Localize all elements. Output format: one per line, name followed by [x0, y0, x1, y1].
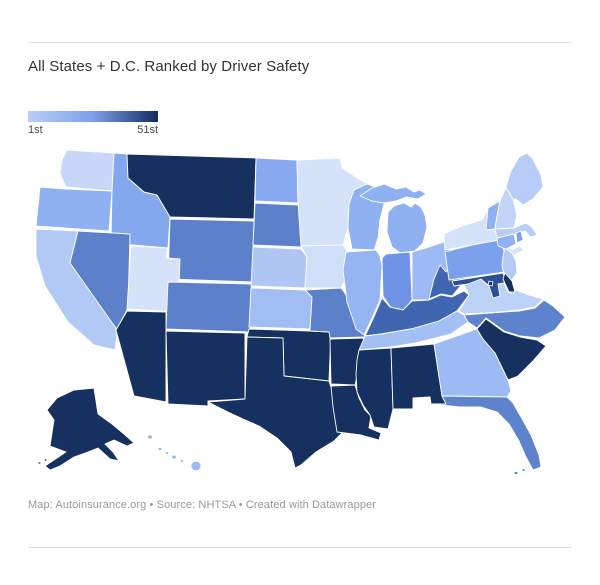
footer-map-credit-link[interactable]: Autoinsurance.org: [55, 499, 147, 511]
chart-title: All States + D.C. Ranked by Driver Safet…: [28, 58, 310, 75]
footer-created-separator: •: [235, 499, 246, 511]
state-dc[interactable]: [487, 280, 494, 287]
legend-min-label: 1st: [28, 124, 43, 136]
legend-max-label: 51st: [137, 124, 158, 136]
state-ia[interactable]: [300, 244, 350, 289]
state-sc[interactable]: [476, 318, 547, 381]
state-in[interactable]: [381, 251, 413, 311]
map-legend: 1st 51st: [28, 111, 158, 136]
state-nd[interactable]: [254, 157, 299, 204]
state-tn[interactable]: [358, 310, 469, 351]
state-nc[interactable]: [463, 299, 566, 339]
bottom-divider: [28, 547, 572, 548]
state-mi[interactable]: [359, 183, 428, 254]
legend-gradient-bar: [28, 111, 158, 122]
state-de[interactable]: [502, 272, 516, 293]
state-hi[interactable]: [147, 434, 202, 472]
footer-credits: Map: Autoinsurance.org • Source: NHTSA •…: [28, 499, 376, 511]
state-co[interactable]: [165, 281, 253, 333]
footer-source-label: NHTSA: [198, 499, 236, 511]
legend-labels: 1st 51st: [28, 124, 158, 136]
state-tx[interactable]: [207, 336, 349, 469]
top-divider: [28, 42, 572, 43]
state-shapes: [35, 149, 566, 476]
state-ne[interactable]: [250, 246, 308, 289]
state-ct[interactable]: [496, 233, 517, 250]
state-ut[interactable]: [126, 245, 181, 313]
state-ks[interactable]: [248, 287, 313, 330]
state-az[interactable]: [115, 310, 167, 403]
footer-source-separator: • Source:: [146, 499, 199, 511]
state-me[interactable]: [505, 152, 544, 206]
footer-map-prefix: Map:: [28, 499, 56, 511]
state-il[interactable]: [342, 249, 383, 336]
state-wy[interactable]: [167, 218, 255, 283]
state-fl[interactable]: [430, 395, 542, 476]
state-or[interactable]: [35, 186, 113, 232]
footer-datawrapper-link[interactable]: Created with Datawrapper: [245, 499, 377, 511]
state-wa[interactable]: [59, 149, 115, 192]
state-nm[interactable]: [165, 330, 246, 407]
state-ri[interactable]: [515, 230, 524, 244]
state-sd[interactable]: [252, 202, 304, 248]
state-ak[interactable]: [37, 387, 135, 471]
